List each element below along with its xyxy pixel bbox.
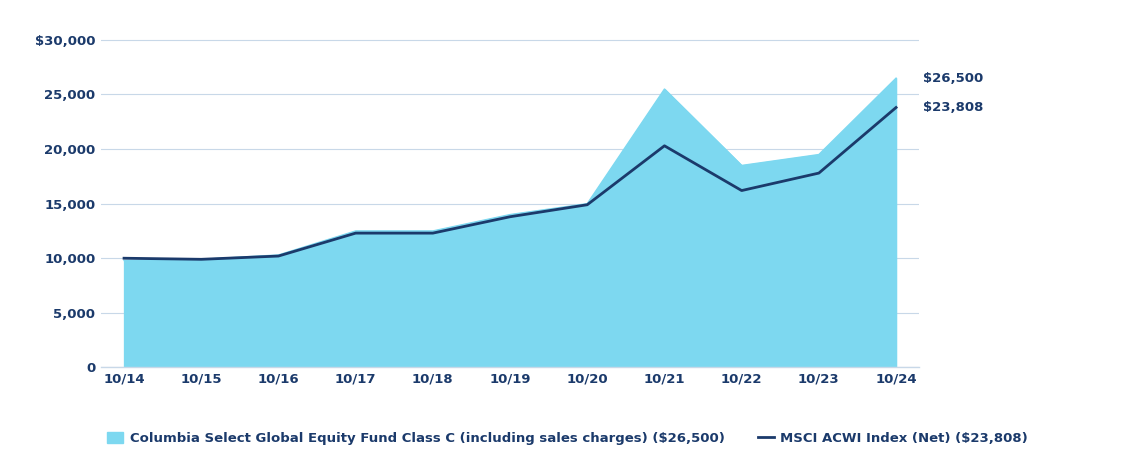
Text: $26,500: $26,500 bbox=[923, 72, 983, 85]
Legend: Columbia Select Global Equity Fund Class C (including sales charges) ($26,500), : Columbia Select Global Equity Fund Class… bbox=[108, 432, 1028, 446]
Text: $23,808: $23,808 bbox=[923, 101, 983, 114]
